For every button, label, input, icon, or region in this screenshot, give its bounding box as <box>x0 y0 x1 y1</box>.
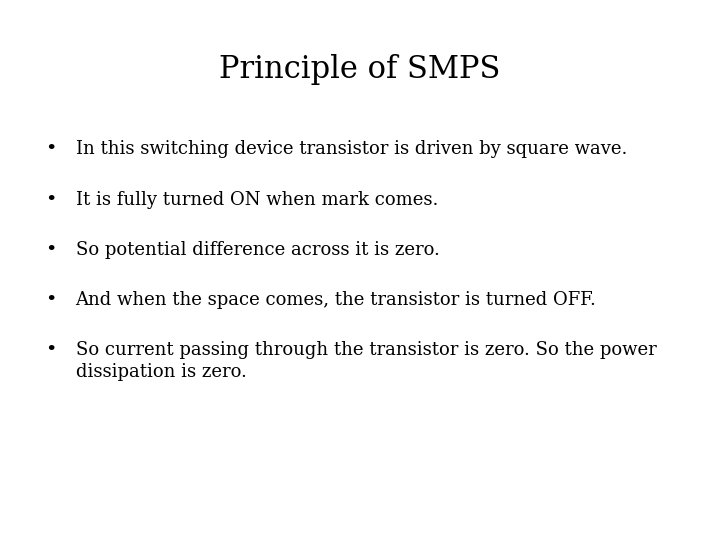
Text: •: • <box>45 341 56 359</box>
Text: So potential difference across it is zero.: So potential difference across it is zer… <box>76 241 439 259</box>
Text: •: • <box>45 241 56 259</box>
Text: In this switching device transistor is driven by square wave.: In this switching device transistor is d… <box>76 140 627 158</box>
Text: •: • <box>45 191 56 208</box>
Text: And when the space comes, the transistor is turned OFF.: And when the space comes, the transistor… <box>76 291 596 309</box>
Text: Principle of SMPS: Principle of SMPS <box>220 54 500 85</box>
Text: •: • <box>45 291 56 309</box>
Text: •: • <box>45 140 56 158</box>
Text: It is fully turned ON when mark comes.: It is fully turned ON when mark comes. <box>76 191 438 208</box>
Text: So current passing through the transistor is zero. So the power
dissipation is z: So current passing through the transisto… <box>76 341 657 381</box>
